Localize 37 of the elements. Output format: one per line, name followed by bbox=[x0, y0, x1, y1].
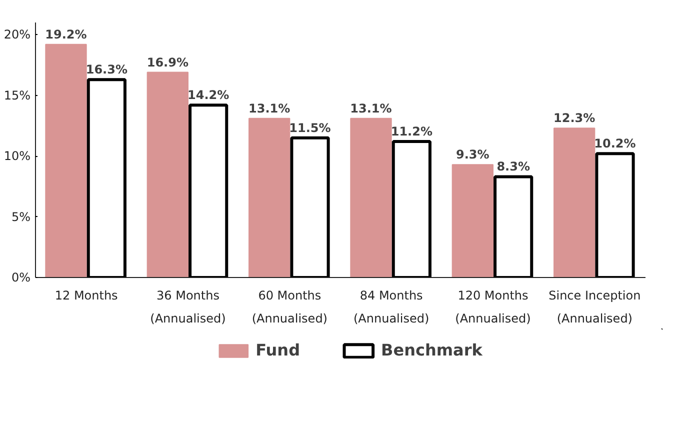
data-label: 16.9% bbox=[146, 55, 188, 70]
bar bbox=[146, 72, 188, 278]
data-label: 12.3% bbox=[554, 111, 596, 126]
y-tick-label: 10% bbox=[4, 149, 30, 164]
data-label: 13.1% bbox=[248, 101, 290, 116]
bar bbox=[452, 164, 494, 278]
data-label: 8.3% bbox=[496, 160, 530, 174]
bar bbox=[290, 136, 330, 278]
data-label: 13.1% bbox=[350, 101, 392, 116]
y-tick-label: 0% bbox=[11, 270, 31, 284]
data-label: 9.3% bbox=[456, 148, 490, 162]
data-label: 11.2% bbox=[390, 124, 432, 138]
x-tick-label: 12 Months bbox=[54, 288, 118, 302]
bar bbox=[350, 118, 392, 278]
y-tick-label: 20% bbox=[4, 28, 30, 42]
bar bbox=[188, 104, 228, 278]
category-label: 60 Months (Annualised) bbox=[252, 288, 328, 326]
bar bbox=[494, 175, 534, 278]
category-label: Since Inception (Annualised) bbox=[548, 288, 641, 326]
bar bbox=[595, 152, 635, 278]
legend-label: Fund bbox=[256, 340, 300, 360]
category-label: 84 Months (Annualised) bbox=[354, 288, 430, 326]
data-label: 19.2% bbox=[45, 27, 87, 42]
y-tick-label: 15% bbox=[4, 88, 30, 102]
bar bbox=[554, 128, 596, 278]
bar bbox=[86, 78, 126, 278]
bar bbox=[392, 140, 432, 278]
y-tick-label: 5% bbox=[11, 210, 31, 224]
bar bbox=[248, 118, 290, 278]
data-label: 14.2% bbox=[188, 88, 230, 102]
legend-label: Benchmark bbox=[381, 340, 482, 360]
data-label: 16.3% bbox=[86, 62, 128, 77]
category-label: 120 Months (Annualised) bbox=[455, 288, 531, 326]
data-label: 10.2% bbox=[594, 136, 636, 151]
bar bbox=[45, 44, 87, 278]
data-label: 11.5% bbox=[289, 120, 331, 135]
category-label: 36 Months (Annualised) bbox=[150, 288, 226, 326]
